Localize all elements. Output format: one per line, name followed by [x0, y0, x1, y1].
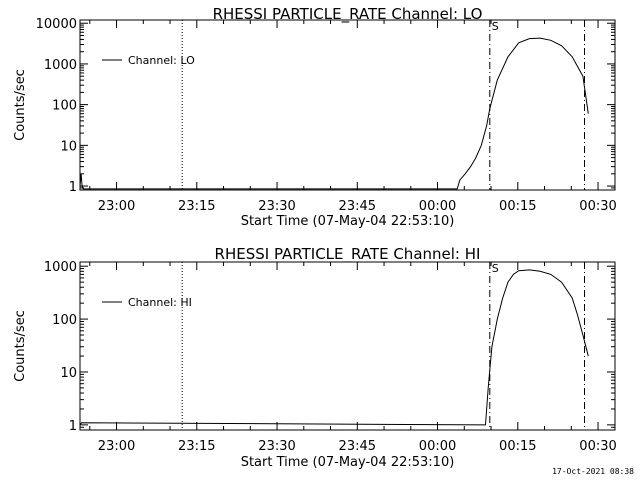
panel-1-y-tick-label: 1000 [44, 58, 77, 73]
panel-1-series-line [79, 37, 589, 190]
panel-2-x-axis-label: Start Time (07-May-04 22:53:10) [241, 455, 455, 470]
panel-1-x-tick-label: 00:15 [499, 199, 536, 214]
panel-1-y-tick-label: 100 [52, 99, 77, 114]
panel-1-plot-frame [79, 19, 616, 191]
panel-2-y-axis-label: Counts/sec [13, 310, 28, 382]
panel-2-y-tick-label: 100 [52, 313, 77, 328]
panel-1-marker-label: S [492, 20, 499, 33]
panel-1-y-tick-label: 10000 [36, 17, 77, 32]
panel-2-legend-label: Channel: HI [128, 296, 192, 309]
panel-1-x-tick-label: 23:00 [98, 199, 135, 214]
panel-1-x-axis-label: Start Time (07-May-04 22:53:10) [241, 214, 455, 229]
panel-1-y-axis-label: Counts/sec [13, 69, 28, 141]
panel-2-x-tick-label: 23:30 [258, 439, 295, 454]
panel-2-x-tick-label: 00:15 [499, 439, 536, 454]
panel-1-y-tick-label: 10 [60, 139, 77, 154]
panel-1-legend-label: Channel: LO [128, 54, 195, 67]
panel-1-x-tick-label: 00:00 [419, 199, 456, 214]
panel-1-x-tick-label: 23:30 [258, 199, 295, 214]
panel-1-x-tick-label: 23:15 [178, 199, 215, 214]
panel-2-plot-frame [79, 261, 616, 431]
panel-1-y-tick-label: 1 [69, 180, 77, 195]
panel-2-y-tick-label: 1000 [44, 260, 77, 275]
footer-timestamp: 17-Oct-2021 08:38 [552, 467, 634, 476]
panel-2-series-line [79, 269, 589, 426]
panel-2-y-tick-label: 1 [69, 419, 77, 434]
panel-2-x-tick-label: 00:00 [419, 439, 456, 454]
panel-2-title: RHESSI PARTICLE_RATE Channel: HI [215, 245, 481, 264]
panel-2-x-tick-label: 23:45 [339, 439, 376, 454]
panel-1-title: RHESSI PARTICLE_RATE Channel: LO [213, 5, 483, 24]
panel-2-x-tick-label: 23:15 [178, 439, 215, 454]
panel-2-y-tick-label: 10 [60, 366, 77, 381]
panel-1-x-tick-label: 00:30 [579, 199, 616, 214]
panel-1-x-tick-label: 23:45 [339, 199, 376, 214]
panel-2-x-tick-label: 23:00 [98, 439, 135, 454]
panel-2-marker-label: S [492, 262, 499, 275]
panel-2-x-tick-label: 00:30 [579, 439, 616, 454]
